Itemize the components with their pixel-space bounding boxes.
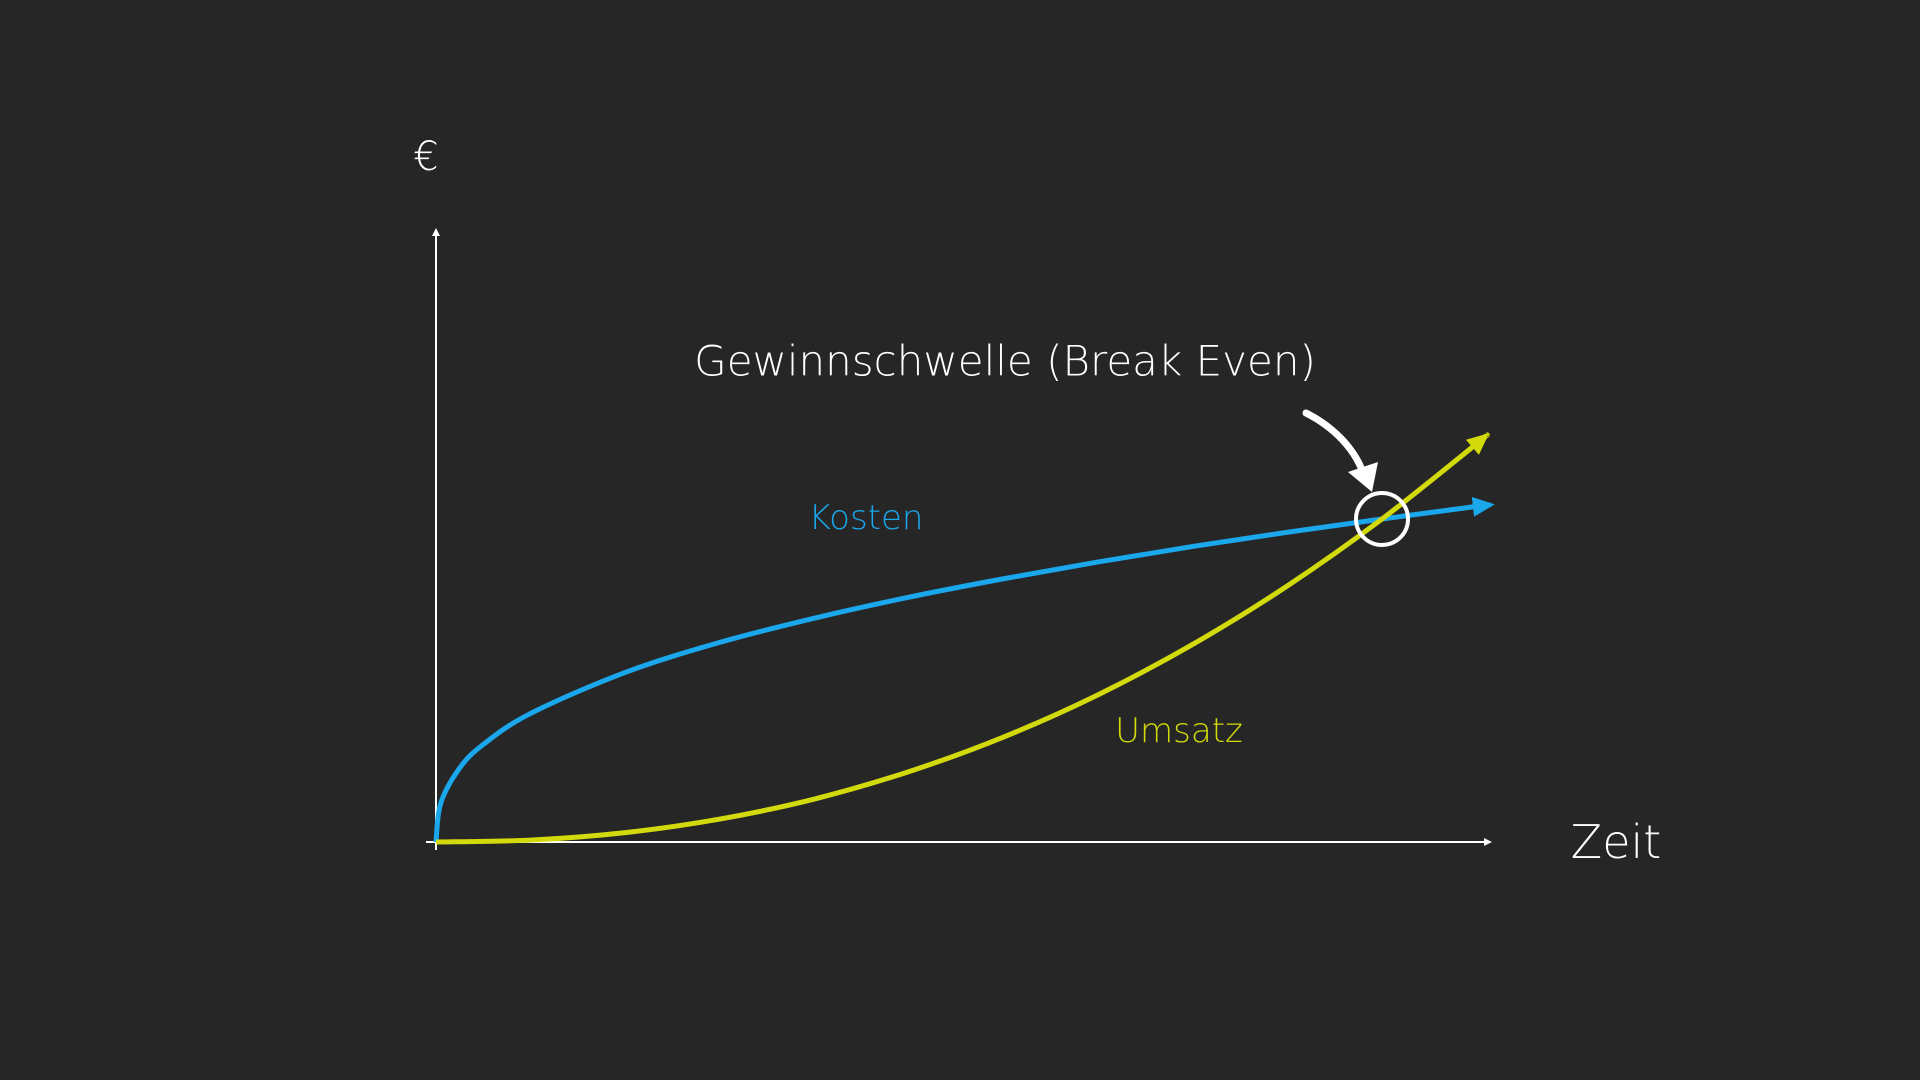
series-line-kosten — [433, 496, 1495, 843]
series-line-umsatz — [435, 432, 1490, 845]
x-axis-label: Zeit — [1570, 815, 1662, 869]
break-even-marker — [1354, 491, 1410, 547]
break-even-annotation: Gewinnschwelle (Break Even) — [694, 336, 1316, 386]
series-label-kosten: Kosten — [808, 498, 924, 538]
y-axis-label: € — [413, 134, 439, 180]
series-label-umsatz: Umsatz — [1115, 711, 1243, 751]
hand-drawn-arrow-icon — [1302, 409, 1378, 492]
